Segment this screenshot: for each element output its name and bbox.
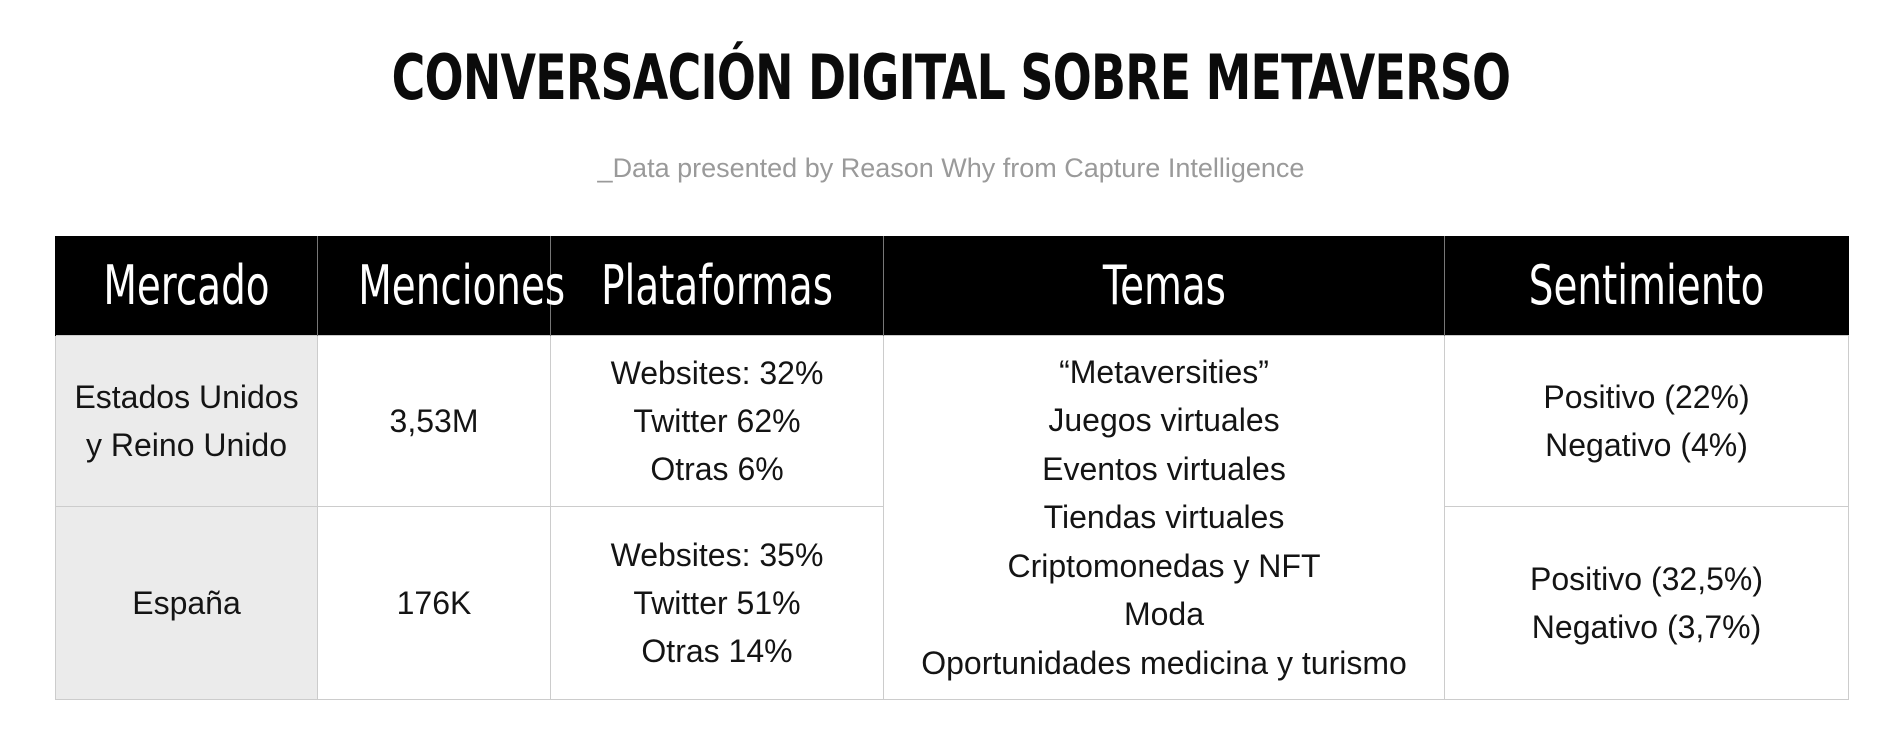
plataformas-line: Twitter 62%	[633, 403, 801, 439]
table-row: Estados Unidos y Reino Unido 3,53M Websi…	[55, 335, 1849, 700]
cell-mercado: Estados Unidos y Reino Unido	[55, 335, 318, 507]
table-row: España 176K Websites: 35% Twitter 51% Ot…	[55, 506, 1849, 700]
mercado-line: Estados Unidos	[74, 379, 299, 415]
chart-subtitle: _Data presented by Reason Why from Captu…	[597, 153, 1305, 183]
header-temas: Temas	[883, 236, 1445, 336]
cell-menciones: 3,53M	[317, 335, 551, 507]
tema-item: Juegos virtuales	[1048, 402, 1280, 439]
plataformas-line: Websites: 32%	[610, 355, 824, 391]
header-mercado: Mercado	[55, 236, 318, 336]
menciones-value: 3,53M	[389, 403, 479, 439]
plataformas-line: Twitter 51%	[633, 585, 801, 621]
plataformas-line: Otras 6%	[650, 451, 784, 487]
header-sentimiento: Sentimiento	[1444, 236, 1849, 336]
chart-title: CONVERSACIÓN DIGITAL SOBRE METAVERSO	[391, 41, 1511, 114]
tema-item: Eventos virtuales	[1042, 450, 1286, 487]
cell-plataformas: Websites: 32% Twitter 62% Otras 6%	[550, 335, 884, 507]
tema-item: Oportunidades medicina y turismo	[921, 644, 1407, 681]
header-plataformas: Plataformas	[550, 236, 884, 336]
plataformas-line: Websites: 35%	[610, 537, 824, 573]
plataformas-line: Otras 14%	[641, 633, 793, 669]
table-header-row: Mercado Menciones Plataformas Temas Sent…	[55, 236, 1849, 336]
tema-item: Criptomonedas y NFT	[1007, 547, 1321, 584]
cell-sentimiento: Positivo (32,5%) Negativo (3,7%)	[1444, 506, 1849, 700]
data-table: Mercado Menciones Plataformas Temas Sent…	[55, 236, 1849, 700]
header-menciones: Menciones	[317, 236, 565, 336]
tema-item: “Metaversities”	[1059, 353, 1269, 390]
cell-menciones: 176K	[317, 506, 551, 700]
mercado-line: España	[132, 585, 241, 621]
cell-sentimiento: Positivo (22%) Negativo (4%)	[1444, 335, 1849, 507]
tema-item: Moda	[1123, 596, 1205, 633]
sentimiento-line: Positivo (32,5%)	[1530, 561, 1763, 597]
header-mercado-label: Mercado	[103, 253, 270, 317]
header-menciones-label: Menciones	[358, 253, 566, 317]
cell-temas: “Metaversities” Juegos virtuales Eventos…	[883, 335, 1445, 700]
sentimiento-line: Positivo (22%)	[1543, 379, 1750, 415]
menciones-value: 176K	[396, 585, 472, 621]
sentimiento-line: Negativo (4%)	[1545, 427, 1748, 463]
header-temas-label: Temas	[1102, 253, 1226, 317]
mercado-line: y Reino Unido	[86, 427, 287, 463]
tema-item: Tiendas virtuales	[1043, 499, 1285, 536]
sentimiento-line: Negativo (3,7%)	[1531, 609, 1762, 645]
header-plataformas-label: Plataformas	[601, 253, 833, 317]
header-sentimiento-label: Sentimiento	[1528, 253, 1765, 317]
cell-mercado: España	[55, 506, 318, 700]
cell-plataformas: Websites: 35% Twitter 51% Otras 14%	[550, 506, 884, 700]
